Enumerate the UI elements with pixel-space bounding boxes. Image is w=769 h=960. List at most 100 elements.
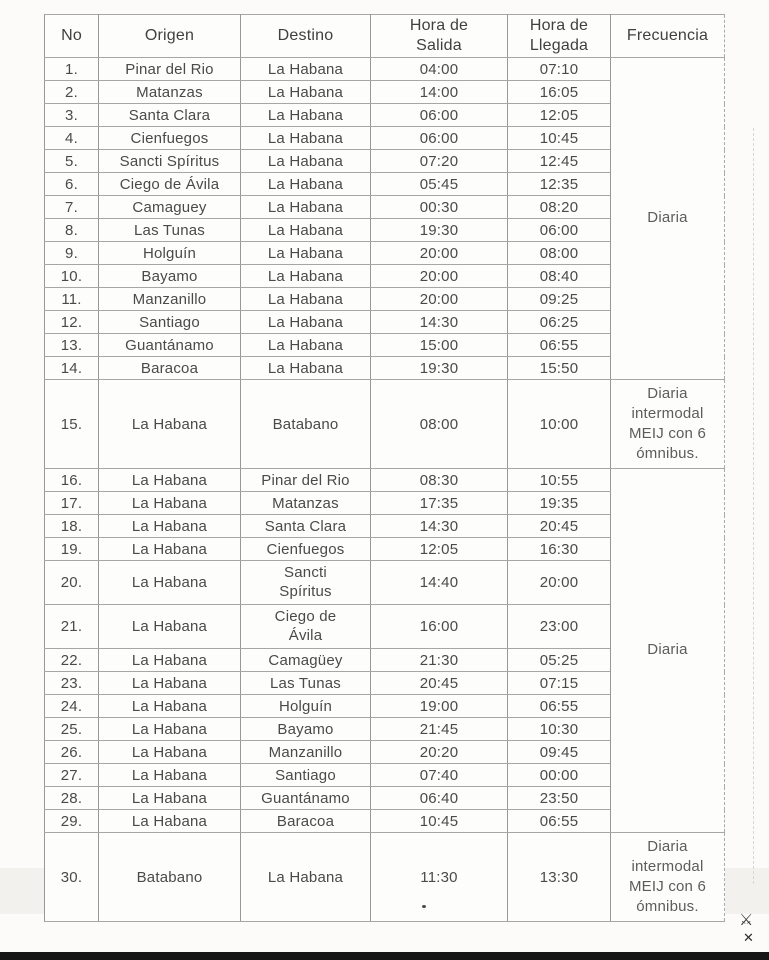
cell-origen: La Habana bbox=[98, 468, 241, 492]
cell-destino: La Habana bbox=[240, 172, 371, 196]
column-header-label: Hora de Salida bbox=[409, 17, 469, 54]
cell-salida: 20:00 bbox=[370, 287, 508, 311]
cell-no: 7. bbox=[44, 195, 99, 219]
cell-destino: Manzanillo bbox=[240, 740, 371, 764]
cell-salida: 19:00 bbox=[370, 694, 508, 718]
cell-llegada: 07:15 bbox=[507, 671, 611, 695]
cell-origen: Batabano bbox=[98, 832, 241, 922]
cell-salida: 14:30 bbox=[370, 514, 508, 538]
cell-origen: Pinar del Rio bbox=[98, 57, 241, 81]
cell-no: 12. bbox=[44, 310, 99, 334]
cell-destino: La Habana bbox=[240, 103, 371, 127]
cell-origen: La Habana bbox=[98, 740, 241, 764]
cell-no: 29. bbox=[44, 809, 99, 833]
cell-no: 1. bbox=[44, 57, 99, 81]
cell-salida: 11:30 bbox=[370, 832, 508, 922]
cell-no: 20. bbox=[44, 560, 99, 605]
cell-salida: 07:40 bbox=[370, 763, 508, 787]
cell-llegada: 16:05 bbox=[507, 80, 611, 104]
cell-no: 9. bbox=[44, 241, 99, 265]
cell-no: 19. bbox=[44, 537, 99, 561]
cell-no: 26. bbox=[44, 740, 99, 764]
scan-speck bbox=[422, 905, 426, 908]
column-header-salida: Hora de Salida bbox=[370, 14, 508, 58]
cell-origen: La Habana bbox=[98, 717, 241, 741]
cell-llegada: 09:45 bbox=[507, 740, 611, 764]
cell-origen: Santiago bbox=[98, 310, 241, 334]
cell-no: 24. bbox=[44, 694, 99, 718]
cell-destino: Santiago bbox=[240, 763, 371, 787]
cell-salida: 14:00 bbox=[370, 80, 508, 104]
cell-salida: 15:00 bbox=[370, 333, 508, 357]
cell-salida: 17:35 bbox=[370, 491, 508, 515]
cell-no: 17. bbox=[44, 491, 99, 515]
cell-origen: Cienfuegos bbox=[98, 126, 241, 150]
cell-destino: Pinar del Rio bbox=[240, 468, 371, 492]
table-row: 13. Guantánamo La Habana 15:00 06:55 bbox=[44, 333, 725, 357]
table-row: 18. La Habana Santa Clara 14:30 20:45 bbox=[44, 514, 725, 538]
cell-llegada: 10:55 bbox=[507, 468, 611, 492]
cell-origen: Guantánamo bbox=[98, 333, 241, 357]
cell-llegada: 06:00 bbox=[507, 218, 611, 242]
cell-no: 21. bbox=[44, 604, 99, 649]
cell-salida: 12:05 bbox=[370, 537, 508, 561]
cell-origen: La Habana bbox=[98, 809, 241, 833]
table-row: 15. La Habana Batabano 08:00 10:00 Diaria int… bbox=[44, 379, 725, 469]
close-icon: ✕ bbox=[743, 930, 754, 945]
cell-destino: Cienfuegos bbox=[240, 537, 371, 561]
cell-origen: La Habana bbox=[98, 648, 241, 672]
cell-frecuencia: Diaria bbox=[610, 57, 725, 380]
cell-llegada: 12:35 bbox=[507, 172, 611, 196]
schedule-table-body: 1. Pinar del Rio La Habana 04:00 07:10 Diaria… bbox=[44, 57, 725, 922]
cell-salida: 05:45 bbox=[370, 172, 508, 196]
cell-origen: Bayamo bbox=[98, 264, 241, 288]
cell-salida: 14:40 bbox=[370, 560, 508, 605]
crossed-swords-icon: ⚔ bbox=[739, 912, 754, 929]
table-row: 23. La Habana Las Tunas 20:45 07:15 bbox=[44, 671, 725, 695]
cell-origen: Camaguey bbox=[98, 195, 241, 219]
cell-origen: Holguín bbox=[98, 241, 241, 265]
cell-origen: La Habana bbox=[98, 694, 241, 718]
cell-destino: Camagüey bbox=[240, 648, 371, 672]
cell-destino: Batabano bbox=[240, 379, 371, 469]
table-row: 19. La Habana Cienfuegos 12:05 16:30 bbox=[44, 537, 725, 561]
table-row: 21. La Habana Ciego de Ávila 16:00 23:00 bbox=[44, 604, 725, 649]
cell-llegada: 09:25 bbox=[507, 287, 611, 311]
cell-llegada: 06:55 bbox=[507, 333, 611, 357]
cell-salida: 06:40 bbox=[370, 786, 508, 810]
cell-destino: Bayamo bbox=[240, 717, 371, 741]
cell-llegada: 12:45 bbox=[507, 149, 611, 173]
cell-frecuencia: Diaria intermodal MEIJ con 6 ómnibus. bbox=[610, 379, 725, 469]
table-row: 10. Bayamo La Habana 20:00 08:40 bbox=[44, 264, 725, 288]
cell-salida: 07:20 bbox=[370, 149, 508, 173]
cell-llegada: 23:00 bbox=[507, 604, 611, 649]
table-row: 3. Santa Clara La Habana 06:00 12:05 bbox=[44, 103, 725, 127]
table-row: 30. Batabano La Habana 11:30 13:30 Diaria int… bbox=[44, 832, 725, 922]
table-row: 5. Sancti Spíritus La Habana 07:20 12:45 bbox=[44, 149, 725, 173]
cell-destino: Holguín bbox=[240, 694, 371, 718]
cell-origen: La Habana bbox=[98, 514, 241, 538]
table-row: 4. Cienfuegos La Habana 06:00 10:45 bbox=[44, 126, 725, 150]
cell-salida: 20:20 bbox=[370, 740, 508, 764]
table-header: No Origen Destino Hora de Salida Hora de Lle… bbox=[44, 14, 725, 58]
cell-destino: La Habana bbox=[240, 57, 371, 81]
cell-llegada: 10:30 bbox=[507, 717, 611, 741]
cell-no: 14. bbox=[44, 356, 99, 380]
cell-salida: 14:30 bbox=[370, 310, 508, 334]
cell-origen: La Habana bbox=[98, 786, 241, 810]
cell-destino: La Habana bbox=[240, 218, 371, 242]
column-header-destino: Destino bbox=[240, 14, 371, 58]
cell-destino: Matanzas bbox=[240, 491, 371, 515]
header-row: No Origen Destino Hora de Salida Hora de Lle… bbox=[44, 14, 725, 58]
cell-no: 15. bbox=[44, 379, 99, 469]
cell-no: 28. bbox=[44, 786, 99, 810]
cell-destino: La Habana bbox=[240, 149, 371, 173]
cell-no: 23. bbox=[44, 671, 99, 695]
cell-llegada: 23:50 bbox=[507, 786, 611, 810]
cell-origen: Las Tunas bbox=[98, 218, 241, 242]
table-row: 25. La Habana Bayamo 21:45 10:30 bbox=[44, 717, 725, 741]
cell-llegada: 13:30 bbox=[507, 832, 611, 922]
cell-origen: Manzanillo bbox=[98, 287, 241, 311]
cell-no: 22. bbox=[44, 648, 99, 672]
